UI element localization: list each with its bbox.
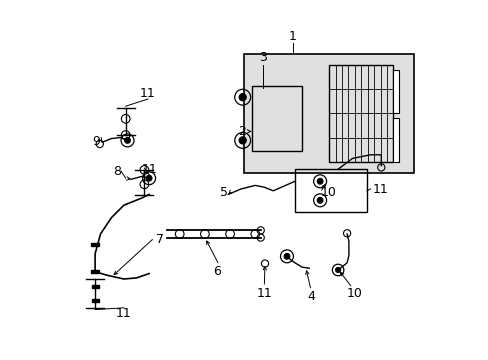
Text: 9: 9	[92, 135, 100, 148]
Circle shape	[239, 94, 246, 101]
Circle shape	[317, 179, 322, 184]
Circle shape	[284, 253, 289, 259]
Circle shape	[317, 197, 322, 203]
Text: 5: 5	[220, 186, 228, 199]
Bar	[392, 118, 398, 162]
Text: 11: 11	[371, 183, 387, 195]
Text: 6: 6	[213, 265, 221, 278]
Bar	[294, 169, 366, 212]
Text: 11: 11	[256, 287, 272, 300]
Bar	[251, 86, 302, 151]
Bar	[91, 270, 99, 274]
Text: 11: 11	[141, 163, 157, 176]
Bar	[244, 54, 413, 173]
Text: 3: 3	[259, 51, 266, 64]
Text: 1: 1	[288, 30, 296, 42]
Text: 2: 2	[238, 125, 246, 138]
Text: 7: 7	[156, 233, 163, 246]
Circle shape	[239, 137, 246, 144]
Circle shape	[335, 267, 340, 273]
Text: 10: 10	[321, 186, 336, 199]
Circle shape	[124, 138, 130, 143]
Bar	[91, 299, 99, 302]
Bar	[328, 65, 392, 162]
Text: 10: 10	[346, 287, 362, 300]
Text: 8: 8	[112, 165, 121, 177]
Circle shape	[146, 175, 152, 181]
Bar	[91, 285, 99, 288]
Bar	[392, 69, 398, 113]
Text: 11: 11	[116, 307, 131, 320]
Text: 4: 4	[306, 291, 314, 303]
Text: 11: 11	[140, 87, 156, 100]
Bar	[91, 243, 99, 247]
